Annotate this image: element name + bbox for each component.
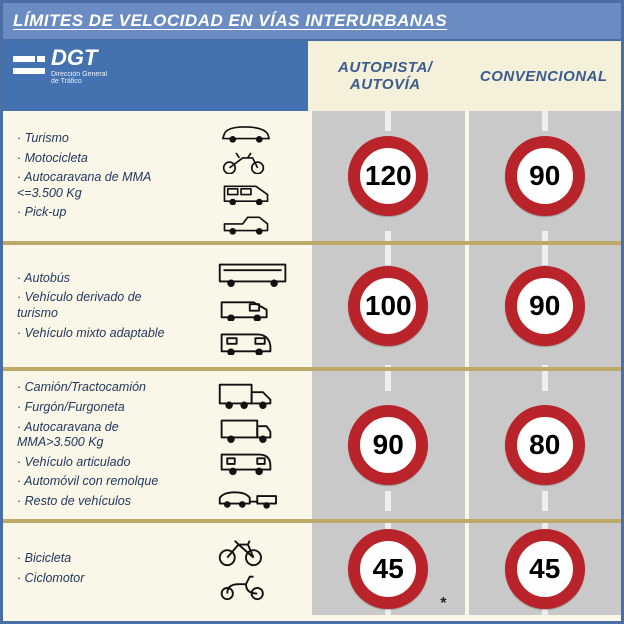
- speed-sign-80: 80: [505, 405, 585, 485]
- column-header-convencional: CONVENCIONAL: [463, 41, 622, 111]
- vehicle-label: · Autocaravana de MMA>3.500 Kg: [17, 420, 177, 451]
- vehicle-label: · Furgón/Furgoneta: [17, 400, 177, 416]
- speed-value: 90: [529, 290, 560, 322]
- vehicle-label: · Vehículo articulado: [17, 455, 177, 471]
- speed-value: 100: [365, 290, 412, 322]
- vehicle-label: · Autocaravana de MMA <=3.500 Kg: [17, 170, 177, 201]
- speed-value: 120: [365, 160, 412, 192]
- vehicle-label: · Camión/Tractocamión: [17, 380, 177, 396]
- vehicle-icons: [183, 111, 308, 241]
- pickup-icon: [201, 209, 291, 236]
- motorcycle-icon: [201, 148, 291, 175]
- vehicle-row: · Autobús · Vehículo derivado de turismo ·…: [3, 241, 621, 367]
- vehicle-labels: · Autobús · Vehículo derivado de turismo ·…: [3, 245, 183, 367]
- lane-autopista: 100: [308, 245, 465, 367]
- logo-text: DGT Dirección General de Tráfico: [51, 47, 107, 85]
- rv-icon: [201, 447, 291, 477]
- vehicle-label: · Automóvil con remolque: [17, 474, 177, 490]
- speed-sign-45: 45: [348, 529, 428, 609]
- lane-convencional: 45: [465, 523, 622, 615]
- speed-sign-100: 100: [348, 266, 428, 346]
- vehicle-icons: [183, 245, 308, 367]
- speed-value: 45: [373, 553, 404, 585]
- car-icon: [201, 117, 291, 144]
- lane-autopista: 120: [308, 111, 465, 241]
- infographic-frame: LÍMITES DE VELOCIDAD EN VÍAS INTERURBANA…: [0, 0, 624, 624]
- lane-autopista: 45 *: [308, 523, 465, 615]
- vehicle-icons: [183, 371, 308, 519]
- logo-name: DGT: [51, 47, 107, 69]
- dgt-logo: DGT Dirección General de Tráfico: [13, 47, 298, 85]
- vehicle-row: · Turismo · Motocicleta · Autocaravana de …: [3, 111, 621, 241]
- speed-sign-90: 90: [348, 405, 428, 485]
- vehicle-row: · Camión/Tractocamión · Furgón/Furgoneta ·…: [3, 367, 621, 519]
- speed-value: 45: [529, 553, 560, 585]
- bus-icon: [201, 257, 291, 287]
- vehicle-row: · Bicicleta · Ciclomotor 45 * 45: [3, 519, 621, 615]
- speed-value: 90: [373, 429, 404, 461]
- vehicle-label: · Vehículo mixto adaptable: [17, 326, 177, 342]
- speed-value: 80: [529, 429, 560, 461]
- speed-sign-120: 120: [348, 136, 428, 216]
- camper-van-icon: [201, 325, 291, 355]
- vehicle-label: · Bicicleta: [17, 551, 177, 567]
- speed-sign-90: 90: [505, 136, 585, 216]
- vehicle-label: · Ciclomotor: [17, 571, 177, 587]
- vehicle-labels: · Bicicleta · Ciclomotor: [3, 523, 183, 615]
- speed-value: 90: [529, 160, 560, 192]
- scooter-icon: [201, 571, 291, 601]
- vehicle-labels: · Turismo · Motocicleta · Autocaravana de …: [3, 111, 183, 241]
- speed-sign-45: 45: [505, 529, 585, 609]
- lane-convencional: 90: [465, 245, 622, 367]
- small-van-icon: [201, 291, 291, 321]
- lane-autopista: 90: [308, 371, 465, 519]
- asterisk: *: [440, 595, 446, 613]
- speed-sign-90: 90: [505, 266, 585, 346]
- car-trailer-icon: [201, 481, 291, 511]
- truck-icon: [201, 379, 291, 409]
- van-icon: [201, 178, 291, 205]
- vehicle-label: · Resto de vehículos: [17, 494, 177, 510]
- column-header-autopista: AUTOPISTA/ AUTOVÍA: [308, 41, 463, 111]
- vehicle-label: · Autobús: [17, 271, 177, 287]
- dgt-logo-icon: [13, 50, 45, 82]
- vehicle-label: · Vehículo derivado de turismo: [17, 290, 177, 321]
- header-row: DGT Dirección General de Tráfico AUTOPIS…: [3, 41, 621, 111]
- bicycle-icon: [201, 537, 291, 567]
- vehicle-label: · Pick-up: [17, 205, 177, 221]
- vehicle-labels: · Camión/Tractocamión · Furgón/Furgoneta ·…: [3, 371, 183, 519]
- vehicle-icons: [183, 523, 308, 615]
- lane-convencional: 80: [465, 371, 622, 519]
- page-title: LÍMITES DE VELOCIDAD EN VÍAS INTERURBANA…: [13, 11, 611, 31]
- logo-cell: DGT Dirección General de Tráfico: [3, 41, 308, 111]
- logo-subtitle: Dirección General de Tráfico: [51, 71, 107, 85]
- rows-container: · Turismo · Motocicleta · Autocaravana de …: [3, 111, 621, 619]
- title-bar: LÍMITES DE VELOCIDAD EN VÍAS INTERURBANA…: [3, 3, 621, 41]
- vehicle-label: · Turismo: [17, 131, 177, 147]
- vehicle-label: · Motocicleta: [17, 151, 177, 167]
- lane-convencional: 90: [465, 111, 622, 241]
- box-van-icon: [201, 413, 291, 443]
